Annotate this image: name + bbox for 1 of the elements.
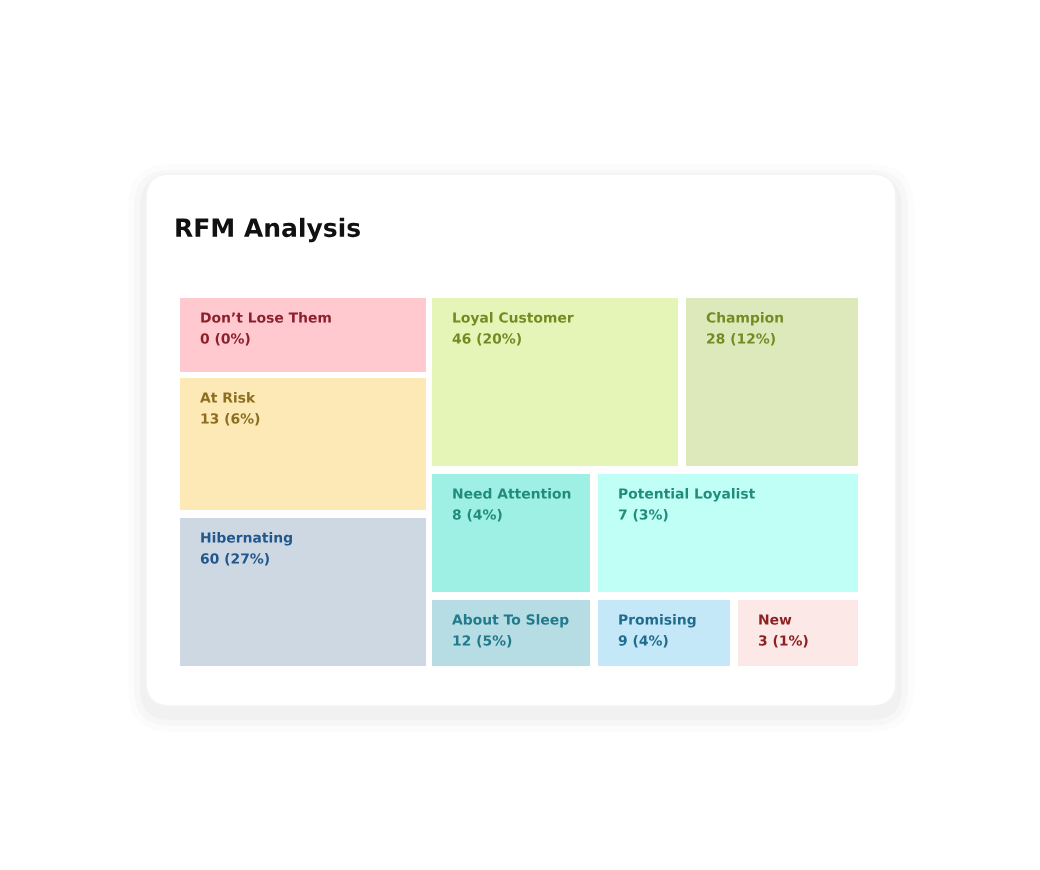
text: RFM Analysis: [176, 217, 360, 243]
